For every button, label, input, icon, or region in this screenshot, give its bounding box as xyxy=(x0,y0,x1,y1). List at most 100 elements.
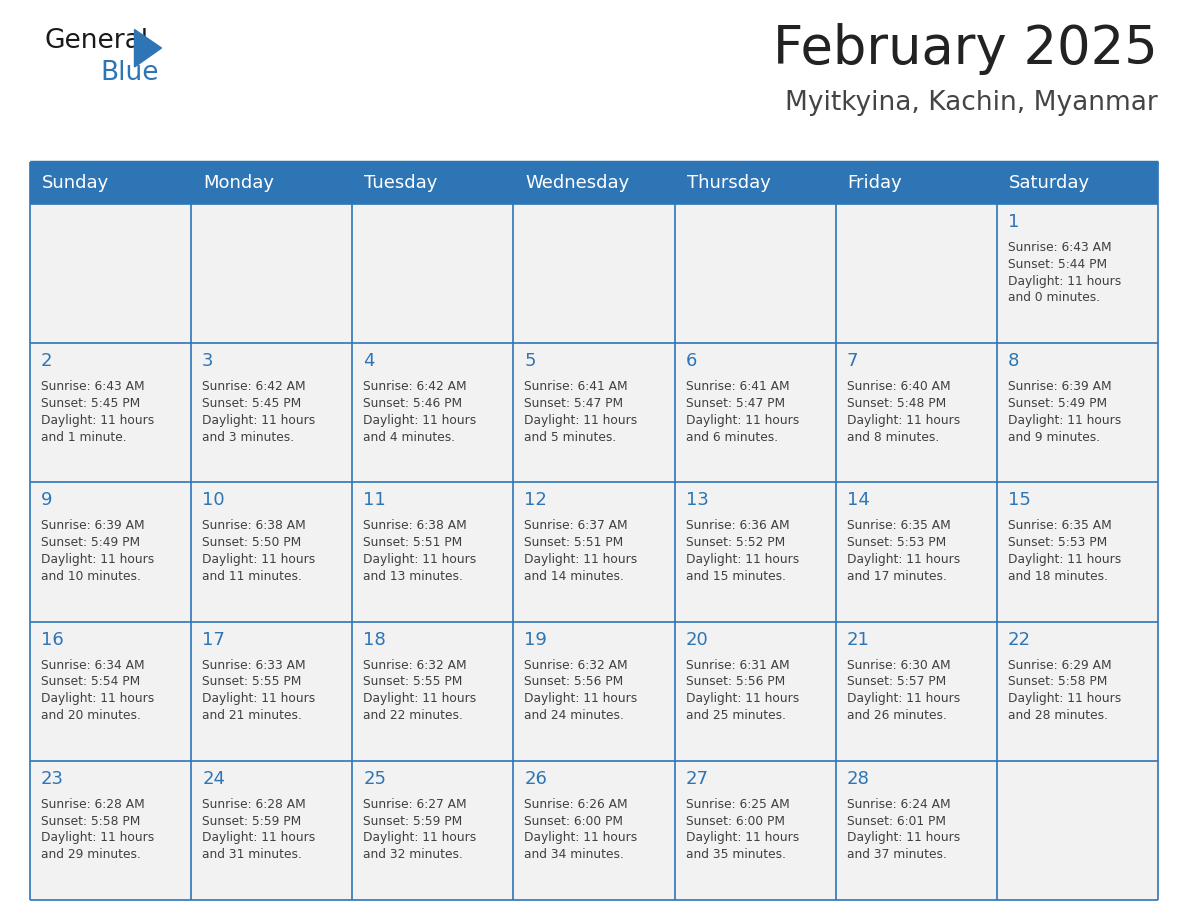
Text: Saturday: Saturday xyxy=(1009,174,1089,192)
Bar xyxy=(30,162,191,204)
Text: February 2025: February 2025 xyxy=(773,23,1158,75)
Text: General: General xyxy=(45,28,150,54)
Bar xyxy=(835,204,997,343)
Bar xyxy=(513,204,675,343)
Text: Blue: Blue xyxy=(100,60,158,86)
Text: 16: 16 xyxy=(42,631,64,649)
Text: Sunrise: 6:39 AM
Sunset: 5:49 PM
Daylight: 11 hours
and 9 minutes.: Sunrise: 6:39 AM Sunset: 5:49 PM Dayligh… xyxy=(1007,380,1121,443)
Bar xyxy=(191,482,353,621)
Text: 25: 25 xyxy=(364,770,386,788)
Bar xyxy=(353,621,513,761)
Text: 17: 17 xyxy=(202,631,225,649)
Text: Sunrise: 6:31 AM
Sunset: 5:56 PM
Daylight: 11 hours
and 25 minutes.: Sunrise: 6:31 AM Sunset: 5:56 PM Dayligh… xyxy=(685,658,798,722)
Bar xyxy=(30,761,191,900)
Text: 5: 5 xyxy=(524,353,536,370)
Text: 28: 28 xyxy=(847,770,870,788)
Text: Sunrise: 6:37 AM
Sunset: 5:51 PM
Daylight: 11 hours
and 14 minutes.: Sunrise: 6:37 AM Sunset: 5:51 PM Dayligh… xyxy=(524,520,638,583)
Text: Sunrise: 6:32 AM
Sunset: 5:55 PM
Daylight: 11 hours
and 22 minutes.: Sunrise: 6:32 AM Sunset: 5:55 PM Dayligh… xyxy=(364,658,476,722)
Bar xyxy=(997,482,1158,621)
Bar xyxy=(675,343,835,482)
Text: Sunrise: 6:29 AM
Sunset: 5:58 PM
Daylight: 11 hours
and 28 minutes.: Sunrise: 6:29 AM Sunset: 5:58 PM Dayligh… xyxy=(1007,658,1121,722)
Bar xyxy=(513,162,675,204)
Bar xyxy=(675,162,835,204)
Text: Sunrise: 6:43 AM
Sunset: 5:44 PM
Daylight: 11 hours
and 0 minutes.: Sunrise: 6:43 AM Sunset: 5:44 PM Dayligh… xyxy=(1007,241,1121,305)
Text: 11: 11 xyxy=(364,491,386,509)
Text: Sunrise: 6:42 AM
Sunset: 5:45 PM
Daylight: 11 hours
and 3 minutes.: Sunrise: 6:42 AM Sunset: 5:45 PM Dayligh… xyxy=(202,380,315,443)
Text: 15: 15 xyxy=(1007,491,1031,509)
Bar xyxy=(997,204,1158,343)
Text: 3: 3 xyxy=(202,353,214,370)
Text: Sunrise: 6:28 AM
Sunset: 5:58 PM
Daylight: 11 hours
and 29 minutes.: Sunrise: 6:28 AM Sunset: 5:58 PM Dayligh… xyxy=(42,798,154,861)
Bar xyxy=(835,621,997,761)
Text: Friday: Friday xyxy=(848,174,903,192)
Text: Sunrise: 6:26 AM
Sunset: 6:00 PM
Daylight: 11 hours
and 34 minutes.: Sunrise: 6:26 AM Sunset: 6:00 PM Dayligh… xyxy=(524,798,638,861)
Text: 12: 12 xyxy=(524,491,548,509)
Text: 27: 27 xyxy=(685,770,708,788)
Text: 24: 24 xyxy=(202,770,226,788)
Text: 19: 19 xyxy=(524,631,548,649)
Bar xyxy=(997,621,1158,761)
Bar xyxy=(30,482,191,621)
Bar xyxy=(513,761,675,900)
Bar xyxy=(191,343,353,482)
Bar xyxy=(513,482,675,621)
Text: 4: 4 xyxy=(364,353,374,370)
Bar xyxy=(997,162,1158,204)
Bar xyxy=(191,761,353,900)
Bar xyxy=(191,204,353,343)
Bar xyxy=(835,343,997,482)
Text: 10: 10 xyxy=(202,491,225,509)
Bar xyxy=(191,621,353,761)
Bar xyxy=(997,761,1158,900)
Bar xyxy=(353,204,513,343)
Text: Sunrise: 6:36 AM
Sunset: 5:52 PM
Daylight: 11 hours
and 15 minutes.: Sunrise: 6:36 AM Sunset: 5:52 PM Dayligh… xyxy=(685,520,798,583)
Bar xyxy=(191,162,353,204)
Text: 2: 2 xyxy=(42,353,52,370)
Text: Sunrise: 6:35 AM
Sunset: 5:53 PM
Daylight: 11 hours
and 18 minutes.: Sunrise: 6:35 AM Sunset: 5:53 PM Dayligh… xyxy=(1007,520,1121,583)
Text: 13: 13 xyxy=(685,491,708,509)
Text: 26: 26 xyxy=(524,770,548,788)
Text: Sunrise: 6:38 AM
Sunset: 5:50 PM
Daylight: 11 hours
and 11 minutes.: Sunrise: 6:38 AM Sunset: 5:50 PM Dayligh… xyxy=(202,520,315,583)
Text: Sunrise: 6:42 AM
Sunset: 5:46 PM
Daylight: 11 hours
and 4 minutes.: Sunrise: 6:42 AM Sunset: 5:46 PM Dayligh… xyxy=(364,380,476,443)
Bar xyxy=(997,343,1158,482)
Text: 23: 23 xyxy=(42,770,64,788)
Text: 1: 1 xyxy=(1007,213,1019,231)
Bar xyxy=(835,482,997,621)
Text: Sunrise: 6:27 AM
Sunset: 5:59 PM
Daylight: 11 hours
and 32 minutes.: Sunrise: 6:27 AM Sunset: 5:59 PM Dayligh… xyxy=(364,798,476,861)
Text: Sunrise: 6:41 AM
Sunset: 5:47 PM
Daylight: 11 hours
and 5 minutes.: Sunrise: 6:41 AM Sunset: 5:47 PM Dayligh… xyxy=(524,380,638,443)
Text: Sunrise: 6:33 AM
Sunset: 5:55 PM
Daylight: 11 hours
and 21 minutes.: Sunrise: 6:33 AM Sunset: 5:55 PM Dayligh… xyxy=(202,658,315,722)
Bar xyxy=(353,162,513,204)
Text: Sunrise: 6:30 AM
Sunset: 5:57 PM
Daylight: 11 hours
and 26 minutes.: Sunrise: 6:30 AM Sunset: 5:57 PM Dayligh… xyxy=(847,658,960,722)
Bar xyxy=(675,204,835,343)
Bar xyxy=(30,621,191,761)
Polygon shape xyxy=(134,29,162,67)
Text: Sunrise: 6:40 AM
Sunset: 5:48 PM
Daylight: 11 hours
and 8 minutes.: Sunrise: 6:40 AM Sunset: 5:48 PM Dayligh… xyxy=(847,380,960,443)
Bar xyxy=(30,204,191,343)
Text: 22: 22 xyxy=(1007,631,1031,649)
Text: Sunrise: 6:39 AM
Sunset: 5:49 PM
Daylight: 11 hours
and 10 minutes.: Sunrise: 6:39 AM Sunset: 5:49 PM Dayligh… xyxy=(42,520,154,583)
Text: 7: 7 xyxy=(847,353,858,370)
Text: Sunrise: 6:24 AM
Sunset: 6:01 PM
Daylight: 11 hours
and 37 minutes.: Sunrise: 6:24 AM Sunset: 6:01 PM Dayligh… xyxy=(847,798,960,861)
Bar xyxy=(675,621,835,761)
Text: 9: 9 xyxy=(42,491,52,509)
Text: 8: 8 xyxy=(1007,353,1019,370)
Text: Thursday: Thursday xyxy=(687,174,771,192)
Text: Sunrise: 6:35 AM
Sunset: 5:53 PM
Daylight: 11 hours
and 17 minutes.: Sunrise: 6:35 AM Sunset: 5:53 PM Dayligh… xyxy=(847,520,960,583)
Text: 20: 20 xyxy=(685,631,708,649)
Text: 21: 21 xyxy=(847,631,870,649)
Text: Tuesday: Tuesday xyxy=(365,174,437,192)
Text: 18: 18 xyxy=(364,631,386,649)
Text: 14: 14 xyxy=(847,491,870,509)
Bar xyxy=(675,761,835,900)
Text: Myitkyina, Kachin, Myanmar: Myitkyina, Kachin, Myanmar xyxy=(785,90,1158,116)
Bar xyxy=(675,482,835,621)
Bar xyxy=(30,343,191,482)
Text: Sunday: Sunday xyxy=(42,174,109,192)
Text: Sunrise: 6:25 AM
Sunset: 6:00 PM
Daylight: 11 hours
and 35 minutes.: Sunrise: 6:25 AM Sunset: 6:00 PM Dayligh… xyxy=(685,798,798,861)
Text: Sunrise: 6:32 AM
Sunset: 5:56 PM
Daylight: 11 hours
and 24 minutes.: Sunrise: 6:32 AM Sunset: 5:56 PM Dayligh… xyxy=(524,658,638,722)
Bar xyxy=(513,343,675,482)
Bar xyxy=(353,482,513,621)
Text: Sunrise: 6:28 AM
Sunset: 5:59 PM
Daylight: 11 hours
and 31 minutes.: Sunrise: 6:28 AM Sunset: 5:59 PM Dayligh… xyxy=(202,798,315,861)
Text: Sunrise: 6:38 AM
Sunset: 5:51 PM
Daylight: 11 hours
and 13 minutes.: Sunrise: 6:38 AM Sunset: 5:51 PM Dayligh… xyxy=(364,520,476,583)
Text: Monday: Monday xyxy=(203,174,274,192)
